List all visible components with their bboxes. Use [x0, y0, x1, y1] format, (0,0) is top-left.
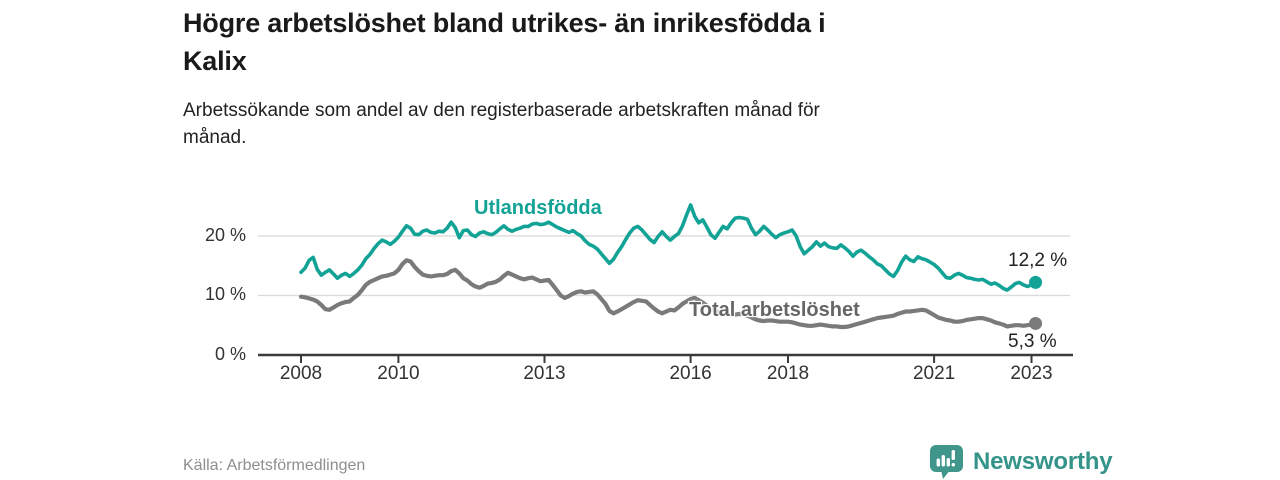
page-title: Högre arbetslöshet bland utrikes- än inr… — [183, 8, 826, 76]
newsworthy-wordmark: Newsworthy — [973, 448, 1113, 475]
line-total-arbetsl-shet — [298, 258, 1038, 330]
end-dot — [1029, 316, 1043, 330]
end-value-label-total: 5,3 % — [1008, 331, 1057, 352]
newsworthy-logo: Newsworthy — [929, 444, 1113, 480]
x-tick-label-2008: 2008 — [279, 363, 323, 384]
page-subtitle: Arbetssökande som andel av den registerb… — [183, 100, 820, 148]
newsworthy-bubble-chart-icon — [930, 445, 963, 479]
line-utlandsf-dda — [299, 203, 1038, 292]
x-tick-label-2021: 2021 — [912, 363, 956, 384]
x-tick-label-2016: 2016 — [669, 363, 712, 384]
end-dot — [1029, 275, 1043, 289]
y-tick-label-20: 20 % — [204, 224, 246, 245]
end-value-label-utlandsfodda: 12,2 % — [1008, 250, 1068, 271]
y-tick-label-10: 10 % — [204, 284, 246, 305]
x-tick-label-2013: 2013 — [523, 363, 566, 384]
x-tick-label-2018: 2018 — [766, 363, 810, 384]
x-tick-label-2023: 2023 — [1010, 363, 1053, 384]
x-tick-label-2010: 2010 — [377, 363, 420, 384]
series-label-utlandsfodda: Utlandsfödda — [474, 197, 602, 219]
y-tick-label-0: 0 % — [214, 344, 246, 364]
series-label-total: Total arbetslöshet — [689, 299, 860, 321]
source-attribution: Källa: Arbetsförmedlingen — [183, 457, 366, 474]
